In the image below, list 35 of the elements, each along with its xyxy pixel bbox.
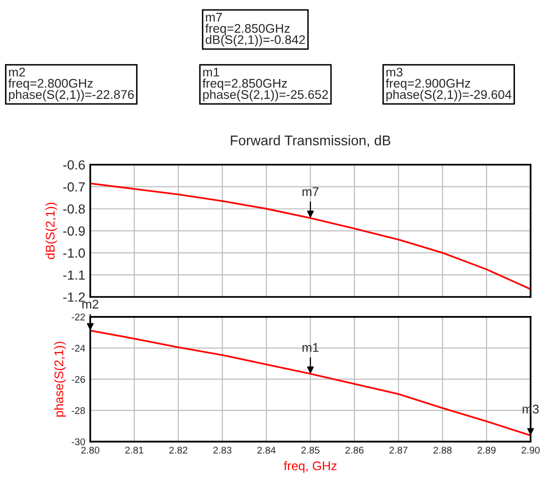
x-tick-label: 2.85 — [301, 446, 320, 454]
x-axis-title: freq, GHz — [284, 461, 337, 473]
y-tick-label: -22 — [72, 314, 85, 320]
y-tick-label: -0.6 — [63, 160, 85, 170]
annotation: m2 — [82, 300, 98, 308]
text: m3 freq=2.900GHz phase(S(2,1))=-29.604 — [386, 68, 512, 102]
x-tick-label: 2.88 — [434, 446, 452, 454]
x-tick-label: 2.80 — [81, 446, 100, 454]
y-tick-label: -1.1 — [63, 270, 85, 280]
text: m1 freq=2.850GHz phase(S(2,1))=-25.652 — [202, 68, 328, 102]
y-tick-label: -26 — [72, 376, 85, 383]
y-tick-label: -1.2 — [63, 292, 85, 302]
x-tick-label: 2.90 — [522, 446, 540, 454]
text: m2 freq=2.800GHz phase(S(2,1))=-22.876 — [8, 68, 134, 102]
y-tick-label: -1.0 — [63, 248, 85, 258]
y-tick-label: -0.9 — [63, 226, 85, 236]
x-tick-label: 2.89 — [478, 446, 496, 454]
chart-title: Forward Transmission, dB — [230, 135, 390, 148]
y-axis-title: phase(S(2,1)) — [54, 342, 66, 417]
y-tick-label: -24 — [72, 344, 86, 352]
x-tick-label: 2.87 — [390, 446, 408, 454]
y-tick-label: -28 — [72, 407, 85, 414]
x-tick-label: 2.82 — [169, 446, 188, 454]
y-tick-label: -0.8 — [63, 204, 85, 214]
x-tick-label: 2.84 — [257, 446, 276, 454]
x-tick-label: 2.86 — [345, 446, 364, 454]
x-tick-label: 2.83 — [213, 446, 232, 454]
annotation: m7 — [302, 187, 318, 196]
annotation: m1 — [302, 343, 318, 352]
y-tick-label: -30 — [72, 438, 86, 446]
text: m7 freq=2.850GHz dB(S(2,1))=-0.842 — [205, 12, 305, 47]
y-axis-title: dB(S(2,1)) — [45, 202, 58, 260]
line-series — [90, 182, 531, 290]
y-tick-label: -0.7 — [63, 182, 85, 192]
x-tick-label: 2.81 — [125, 446, 144, 454]
